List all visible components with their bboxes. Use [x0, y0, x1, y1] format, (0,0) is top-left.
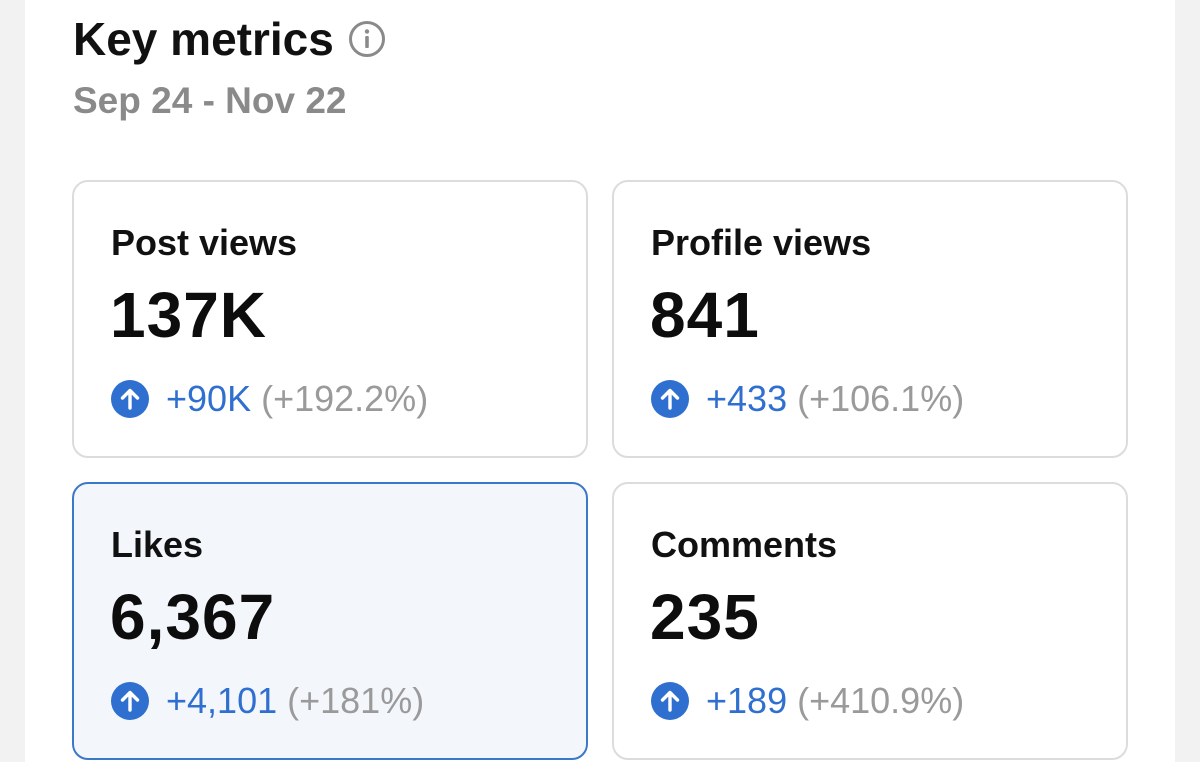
- metric-card-likes[interactable]: Likes 6,367 +4,101 (+181%): [72, 482, 588, 760]
- arrow-up-circle-icon: [651, 682, 689, 720]
- key-metrics-header: Key metrics: [73, 12, 386, 66]
- delta-percent: (+410.9%): [797, 680, 965, 721]
- delta-percent: (+192.2%): [261, 378, 429, 419]
- metric-card-post-views[interactable]: Post views 137K +90K (+192.2%): [72, 180, 588, 458]
- delta-percent: (+181%): [287, 680, 425, 721]
- arrow-up-circle-icon: [111, 380, 149, 418]
- date-range: Sep 24 - Nov 22: [73, 80, 347, 121]
- metric-label: Profile views: [651, 222, 872, 263]
- metric-card-profile-views[interactable]: Profile views 841 +433 (+106.1%): [612, 180, 1128, 458]
- metric-label: Likes: [111, 524, 204, 565]
- metric-delta: +189 (+410.9%): [651, 680, 964, 722]
- delta-absolute: +433: [706, 378, 788, 419]
- delta-absolute: +90K: [166, 378, 252, 419]
- delta-percent: (+106.1%): [797, 378, 965, 419]
- arrow-up-circle-icon: [111, 682, 149, 720]
- info-icon[interactable]: [348, 20, 386, 58]
- metric-value: 841: [650, 279, 760, 351]
- page-title: Key metrics: [73, 13, 334, 65]
- metric-delta: +433 (+106.1%): [651, 378, 964, 420]
- metric-value: 235: [650, 581, 760, 653]
- metric-value: 137K: [110, 279, 267, 351]
- metric-label: Post views: [111, 222, 298, 263]
- metric-value: 6,367: [110, 581, 276, 653]
- metric-delta: +4,101 (+181%): [111, 680, 424, 722]
- metric-label: Comments: [651, 524, 838, 565]
- delta-absolute: +189: [706, 680, 788, 721]
- metric-delta: +90K (+192.2%): [111, 378, 428, 420]
- delta-absolute: +4,101: [166, 680, 278, 721]
- arrow-up-circle-icon: [651, 380, 689, 418]
- metric-card-comments[interactable]: Comments 235 +189 (+410.9%): [612, 482, 1128, 760]
